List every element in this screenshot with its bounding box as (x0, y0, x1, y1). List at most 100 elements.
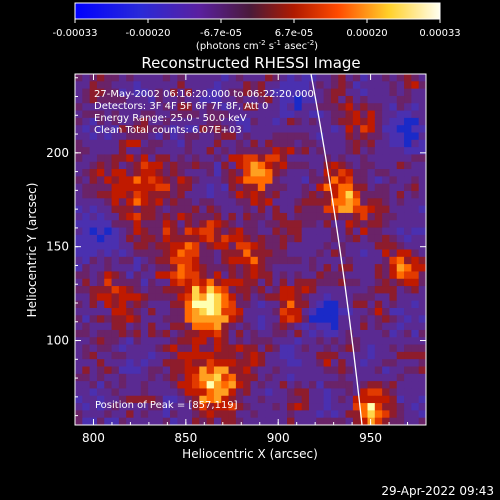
heatmap-cell (250, 256, 259, 265)
heatmap-cell (309, 88, 317, 97)
heatmap-cell (374, 293, 383, 302)
heatmap-cell (294, 249, 303, 258)
heatmap-cell (360, 74, 368, 82)
heatmap-cell (352, 103, 361, 111)
heatmap-cell (338, 220, 346, 228)
heatmap-cell (155, 256, 164, 265)
heatmap-cell (382, 110, 390, 119)
heatmap-cell (82, 344, 91, 353)
heatmap-cell (199, 322, 208, 331)
heatmap-cell (323, 227, 332, 236)
heatmap-cell (411, 139, 420, 148)
heatmap-cell (170, 286, 178, 294)
heatmap-cell (309, 242, 317, 250)
heatmap-cell (221, 373, 229, 382)
heatmap-cell (126, 344, 134, 353)
heatmap-cell (345, 286, 354, 294)
heatmap-cell (177, 110, 186, 119)
heatmap-cell (170, 329, 178, 338)
heatmap-cell (170, 161, 178, 170)
heatmap-cell (265, 227, 273, 236)
heatmap-cell (374, 234, 383, 243)
heatmap-cell (89, 147, 98, 155)
heatmap-cell (330, 147, 339, 155)
heatmap-cell (338, 322, 346, 331)
heatmap-cell (309, 308, 317, 316)
heatmap-cell (104, 359, 112, 367)
heatmap-cell (228, 337, 237, 345)
heatmap-cell (140, 227, 149, 236)
heatmap-cell (367, 117, 376, 126)
heatmap-cell (352, 154, 361, 163)
heatmap-cell (221, 169, 229, 177)
heatmap-cell (279, 410, 288, 419)
heatmap-cell (272, 88, 281, 97)
heatmap-cell (250, 329, 259, 338)
heatmap-cell (287, 403, 295, 411)
heatmap-cell (301, 198, 310, 207)
heatmap-cell (323, 110, 332, 119)
heatmap-cell (294, 198, 303, 207)
heatmap-cell (265, 176, 273, 185)
heatmap-cell (111, 183, 120, 192)
heatmap-cell (389, 234, 398, 243)
heatmap-cell (235, 110, 244, 119)
heatmap-cell (374, 329, 383, 338)
heatmap-cell (133, 256, 142, 265)
heatmap-cell (330, 351, 339, 360)
heatmap-cell (323, 256, 332, 265)
heatmap-cell (272, 329, 281, 338)
heatmap-cell (177, 388, 186, 397)
heatmap-cell (162, 395, 171, 404)
heatmap-cell (89, 300, 98, 309)
heatmap-cell (301, 103, 310, 111)
heatmap-cell (418, 212, 426, 221)
heatmap-cell (133, 169, 142, 177)
heatmap-cell (418, 198, 426, 207)
heatmap-cell (126, 359, 134, 367)
heatmap-cell (367, 205, 376, 214)
heatmap-cell (104, 264, 112, 272)
heatmap-cell (389, 191, 398, 199)
heatmap-cell (352, 417, 361, 425)
heatmap-cell (82, 381, 91, 389)
heatmap-cell (250, 381, 259, 389)
heatmap-cell (316, 242, 325, 250)
heatmap-cell (265, 366, 273, 375)
heatmap-cell (257, 88, 266, 97)
heatmap-cell (279, 351, 288, 360)
heatmap-cell (360, 234, 368, 243)
heatmap-cell (287, 293, 295, 302)
heatmap-cell (96, 242, 105, 250)
heatmap-cell (235, 351, 244, 360)
heatmap-cell (382, 125, 390, 133)
heatmap-cell (75, 139, 83, 148)
heatmap-cell (148, 183, 156, 192)
heatmap-cell (177, 176, 186, 185)
heatmap-cell (345, 366, 354, 375)
heatmap-cell (243, 132, 251, 141)
heatmap-cell (352, 169, 361, 177)
heatmap-cell (177, 103, 186, 111)
heatmap-cell (184, 74, 193, 82)
heatmap-cell (206, 139, 215, 148)
heatmap-cell (170, 95, 178, 104)
heatmap-cell (396, 315, 405, 324)
heatmap-cell (126, 205, 134, 214)
heatmap-cell (382, 198, 390, 207)
heatmap-cell (140, 81, 149, 90)
heatmap-cell (126, 286, 134, 294)
info-block: 27-May-2002 06:16:20.000 to 06:22:20.000… (94, 89, 314, 136)
heatmap-cell (316, 388, 325, 397)
heatmap-cell (316, 132, 325, 141)
heatmap-cell (279, 117, 288, 126)
heatmap-cell (272, 351, 281, 360)
heatmap-cell (199, 132, 208, 141)
heatmap-cell (192, 249, 200, 258)
heatmap-cell (192, 103, 200, 111)
heatmap-cell (155, 373, 164, 382)
heatmap-cell (287, 395, 295, 404)
heatmap-cell (206, 351, 215, 360)
heatmap-cell (177, 161, 186, 170)
heatmap-cell (294, 125, 303, 133)
